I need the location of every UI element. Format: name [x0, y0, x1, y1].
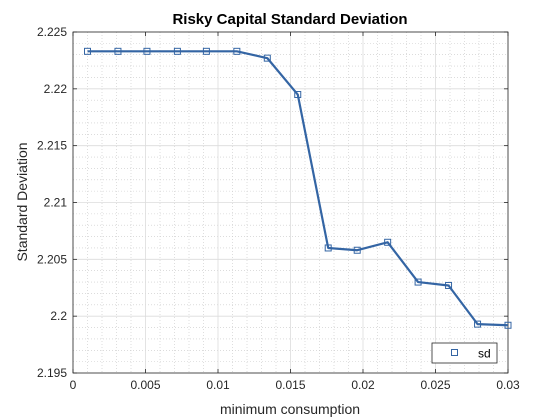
- data-point-marker: [202, 47, 210, 55]
- series-line-sd: [87, 50, 509, 327]
- y-axis-label: Standard Deviation: [14, 142, 30, 261]
- data-point-marker: [445, 281, 453, 289]
- y-tick-label: 2.205: [37, 252, 67, 266]
- chart-title: Risky Capital Standard Deviation: [172, 11, 407, 28]
- y-tick-label: 2.21: [44, 196, 68, 210]
- x-tick-label: 0.02: [351, 378, 375, 392]
- x-tick-label: 0.015: [275, 378, 305, 392]
- x-tick-label: 0.025: [420, 378, 450, 392]
- legend: sd: [431, 342, 498, 364]
- y-tick-label: 2.2: [50, 309, 67, 323]
- x-tick-labels: 0 0.005 0.01 0.015 0.02 0.025 0.03: [70, 378, 520, 392]
- data-point-marker: [353, 246, 361, 254]
- data-point-marker: [414, 278, 422, 286]
- data-point-marker: [233, 47, 241, 55]
- y-tick-label: 2.22: [44, 82, 68, 96]
- data-point-marker: [294, 91, 302, 99]
- x-tick-label: 0.03: [496, 378, 520, 392]
- data-point-marker: [504, 321, 512, 329]
- data-point-marker: [324, 244, 332, 252]
- data-point-marker: [384, 238, 392, 246]
- y-tick-label: 2.195: [37, 366, 67, 380]
- axis-ticks: [72, 31, 509, 374]
- legend-label-sd: sd: [478, 347, 491, 361]
- series-layer: [84, 47, 512, 329]
- legend-box: [431, 342, 498, 364]
- data-point-marker: [143, 47, 151, 55]
- data-point-marker: [84, 47, 91, 55]
- data-point-marker: [114, 47, 122, 55]
- x-axis-label: minimum consumption: [220, 401, 360, 417]
- y-tick-label: 2.215: [37, 139, 67, 153]
- x-tick-label: 0.005: [130, 378, 160, 392]
- x-tick-label: 0: [70, 378, 77, 392]
- x-tick-label: 0.01: [206, 378, 230, 392]
- y-tick-label: 2.225: [37, 25, 67, 39]
- data-point-marker: [263, 54, 271, 62]
- legend-marker-sd: [451, 349, 458, 356]
- data-point-marker: [474, 320, 482, 328]
- data-point-marker: [173, 47, 181, 55]
- y-tick-labels: 2.195 2.2 2.205 2.21 2.215 2.22 2.225: [37, 25, 67, 380]
